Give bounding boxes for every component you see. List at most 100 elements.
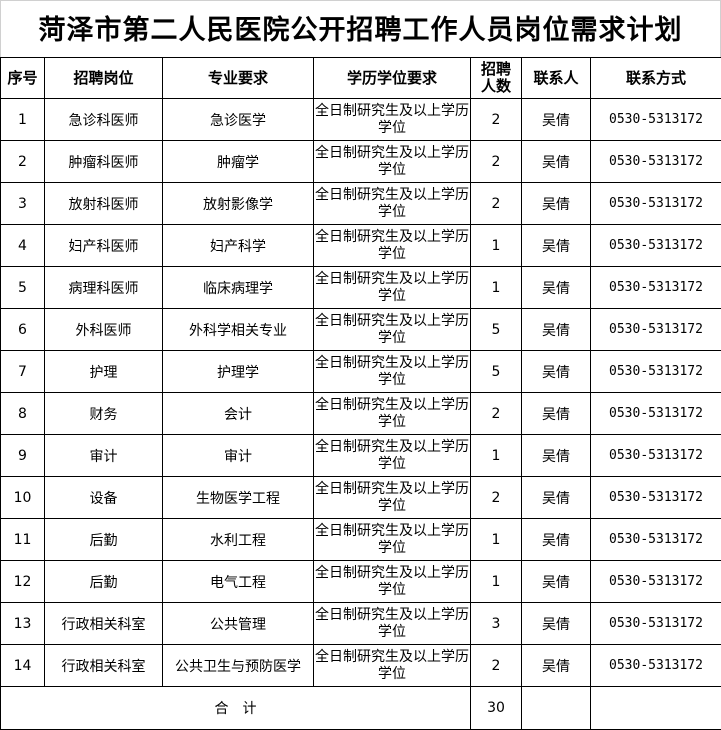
cell-index: 9 — [0, 434, 45, 477]
cell-education: 全日制研究生及以上学历学位 — [313, 602, 471, 645]
cell-education: 全日制研究生及以上学历学位 — [313, 140, 471, 183]
header-count: 招聘人数 — [470, 57, 522, 99]
table-row: 9 审计 审计 全日制研究生及以上学历学位 1 吴倩 0530-5313172 — [0, 434, 721, 477]
total-row: 合 计 30 — [0, 686, 721, 730]
table-row: 5 病理科医师 临床病理学 全日制研究生及以上学历学位 1 吴倩 0530-5313172 — [0, 266, 721, 309]
cell-index: 1 — [0, 98, 45, 141]
header-education: 学历学位要求 — [313, 57, 471, 99]
cell-index: 8 — [0, 392, 45, 435]
cell-education: 全日制研究生及以上学历学位 — [313, 392, 471, 435]
total-count: 30 — [470, 686, 522, 730]
table-row: 8 财务 会计 全日制研究生及以上学历学位 2 吴倩 0530-5313172 — [0, 392, 721, 435]
cell-position: 行政相关科室 — [44, 602, 163, 645]
cell-index: 13 — [0, 602, 45, 645]
table-row: 3 放射科医师 放射影像学 全日制研究生及以上学历学位 2 吴倩 0530-5313172 — [0, 182, 721, 225]
header-contact: 联系人 — [521, 57, 591, 99]
cell-major: 会计 — [162, 392, 314, 435]
cell-contact: 吴倩 — [521, 560, 591, 603]
cell-education: 全日制研究生及以上学历学位 — [313, 350, 471, 393]
cell-count: 2 — [470, 644, 522, 687]
cell-education: 全日制研究生及以上学历学位 — [313, 182, 471, 225]
cell-major: 生物医学工程 — [162, 476, 314, 519]
page-title: 菏泽市第二人民医院公开招聘工作人员岗位需求计划 — [0, 0, 721, 57]
cell-count: 5 — [470, 350, 522, 393]
cell-education: 全日制研究生及以上学历学位 — [313, 644, 471, 687]
cell-index: 12 — [0, 560, 45, 603]
cell-position: 审计 — [44, 434, 163, 477]
table-row: 6 外科医师 外科学相关专业 全日制研究生及以上学历学位 5 吴倩 0530-5313172 — [0, 308, 721, 351]
cell-education: 全日制研究生及以上学历学位 — [313, 98, 471, 141]
cell-major: 护理学 — [162, 350, 314, 393]
cell-index: 11 — [0, 518, 45, 561]
cell-phone: 0530-5313172 — [590, 266, 721, 309]
cell-phone: 0530-5313172 — [590, 434, 721, 477]
recruitment-table: 序号 招聘岗位 专业要求 学历学位要求 招聘人数 联系人 联系方式 1 急诊科医师… — [0, 57, 721, 730]
cell-major: 肿瘤学 — [162, 140, 314, 183]
cell-index: 4 — [0, 224, 45, 267]
cell-contact: 吴倩 — [521, 308, 591, 351]
table-row: 12 后勤 电气工程 全日制研究生及以上学历学位 1 吴倩 0530-5313172 — [0, 560, 721, 603]
cell-count: 2 — [470, 98, 522, 141]
cell-position: 设备 — [44, 476, 163, 519]
cell-major: 公共管理 — [162, 602, 314, 645]
cell-phone: 0530-5313172 — [590, 140, 721, 183]
cell-phone: 0530-5313172 — [590, 518, 721, 561]
table-row: 1 急诊科医师 急诊医学 全日制研究生及以上学历学位 2 吴倩 0530-5313172 — [0, 98, 721, 141]
header-row: 序号 招聘岗位 专业要求 学历学位要求 招聘人数 联系人 联系方式 — [0, 57, 721, 99]
cell-count: 1 — [470, 518, 522, 561]
table-row: 10 设备 生物医学工程 全日制研究生及以上学历学位 2 吴倩 0530-5313172 — [0, 476, 721, 519]
total-label: 合 计 — [0, 686, 471, 730]
cell-major: 电气工程 — [162, 560, 314, 603]
cell-position: 妇产科医师 — [44, 224, 163, 267]
cell-index: 10 — [0, 476, 45, 519]
cell-phone: 0530-5313172 — [590, 182, 721, 225]
cell-major: 公共卫生与预防医学 — [162, 644, 314, 687]
cell-major: 审计 — [162, 434, 314, 477]
cell-index: 7 — [0, 350, 45, 393]
table-row: 11 后勤 水利工程 全日制研究生及以上学历学位 1 吴倩 0530-5313172 — [0, 518, 721, 561]
cell-contact: 吴倩 — [521, 392, 591, 435]
cell-contact: 吴倩 — [521, 182, 591, 225]
cell-contact: 吴倩 — [521, 644, 591, 687]
cell-count: 1 — [470, 434, 522, 477]
cell-index: 14 — [0, 644, 45, 687]
cell-count: 3 — [470, 602, 522, 645]
cell-phone: 0530-5313172 — [590, 224, 721, 267]
cell-education: 全日制研究生及以上学历学位 — [313, 266, 471, 309]
cell-count: 5 — [470, 308, 522, 351]
cell-phone: 0530-5313172 — [590, 560, 721, 603]
cell-education: 全日制研究生及以上学历学位 — [313, 308, 471, 351]
cell-major: 水利工程 — [162, 518, 314, 561]
header-position: 招聘岗位 — [44, 57, 163, 99]
cell-contact: 吴倩 — [521, 140, 591, 183]
header-major: 专业要求 — [162, 57, 314, 99]
cell-major: 临床病理学 — [162, 266, 314, 309]
cell-contact: 吴倩 — [521, 434, 591, 477]
cell-count: 2 — [470, 140, 522, 183]
cell-index: 5 — [0, 266, 45, 309]
cell-phone: 0530-5313172 — [590, 392, 721, 435]
cell-contact: 吴倩 — [521, 476, 591, 519]
cell-position: 外科医师 — [44, 308, 163, 351]
cell-position: 行政相关科室 — [44, 644, 163, 687]
cell-position: 肿瘤科医师 — [44, 140, 163, 183]
cell-count: 1 — [470, 266, 522, 309]
cell-education: 全日制研究生及以上学历学位 — [313, 224, 471, 267]
cell-position: 放射科医师 — [44, 182, 163, 225]
total-empty-phone — [590, 686, 721, 730]
cell-education: 全日制研究生及以上学历学位 — [313, 518, 471, 561]
cell-phone: 0530-5313172 — [590, 644, 721, 687]
cell-phone: 0530-5313172 — [590, 350, 721, 393]
cell-position: 病理科医师 — [44, 266, 163, 309]
header-index: 序号 — [0, 57, 45, 99]
cell-major: 放射影像学 — [162, 182, 314, 225]
cell-contact: 吴倩 — [521, 602, 591, 645]
cell-education: 全日制研究生及以上学历学位 — [313, 476, 471, 519]
cell-contact: 吴倩 — [521, 518, 591, 561]
cell-index: 2 — [0, 140, 45, 183]
cell-position: 护理 — [44, 350, 163, 393]
cell-count: 2 — [470, 476, 522, 519]
cell-index: 3 — [0, 182, 45, 225]
cell-education: 全日制研究生及以上学历学位 — [313, 434, 471, 477]
cell-phone: 0530-5313172 — [590, 308, 721, 351]
